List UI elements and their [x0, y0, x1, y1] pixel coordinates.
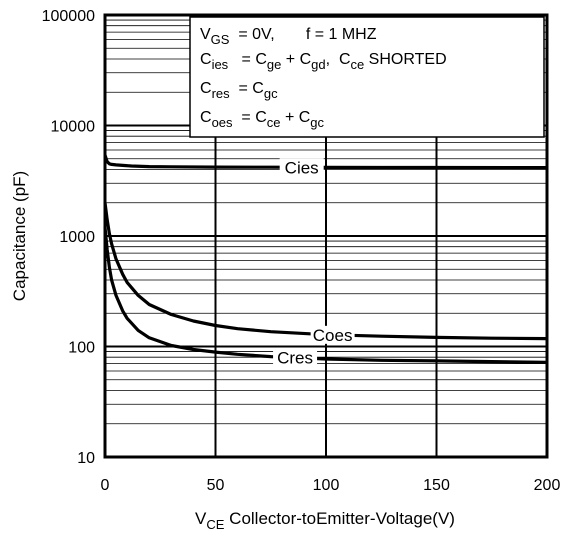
y-tick-label: 10000 [51, 119, 96, 136]
series-line-coes [103, 202, 548, 341]
y-tick-label: 100000 [42, 8, 95, 25]
series-label-bg [310, 325, 355, 344]
legend-line: Cies = Cge + Cgd, Cce SHORTED [200, 51, 447, 72]
y-axis-ticks: 10 100 1000 10000 100000 [42, 8, 95, 467]
y-tick-label: 10 [77, 450, 95, 467]
x-tick-label: 150 [423, 477, 450, 494]
series-label-bg [273, 348, 318, 367]
x-axis-title-main: V [195, 509, 207, 528]
series-label-cres: Cres [277, 349, 313, 368]
legend-line: Cres = Cgc [200, 80, 278, 101]
x-axis-title-rest: Collector-toEmitter-Voltage(V) [224, 509, 455, 528]
y-tick-label: 1000 [59, 229, 95, 246]
legend-line: VGS = 0V, f = 1 MHZ [200, 26, 377, 47]
x-axis-title: VCE Collector-toEmitter-Voltage(V) [195, 509, 455, 532]
y-tick-label: 100 [68, 340, 95, 357]
series-line-cres [103, 227, 548, 364]
series-label-bg [279, 158, 324, 177]
x-tick-label: 0 [101, 477, 110, 494]
y-axis-title: Capacitance (pF) [10, 171, 29, 301]
series-label-cies: Cies [285, 158, 319, 177]
x-tick-label: 50 [207, 477, 225, 494]
x-tick-label: 200 [534, 477, 561, 494]
legend-box: VGS = 0V, f = 1 MHZ Cies = Cge + Cgd, Cce… [189, 16, 545, 138]
x-tick-label: 100 [313, 477, 340, 494]
x-axis-ticks: 0 50 100 150 200 [101, 477, 561, 494]
plot-frame [103, 13, 549, 459]
legend-frame [189, 16, 545, 138]
legend-line: Coes = Cce + Cgc [200, 109, 325, 130]
series-label-coes: Coes [313, 326, 353, 345]
x-axis-title-sub: CE [206, 517, 224, 532]
